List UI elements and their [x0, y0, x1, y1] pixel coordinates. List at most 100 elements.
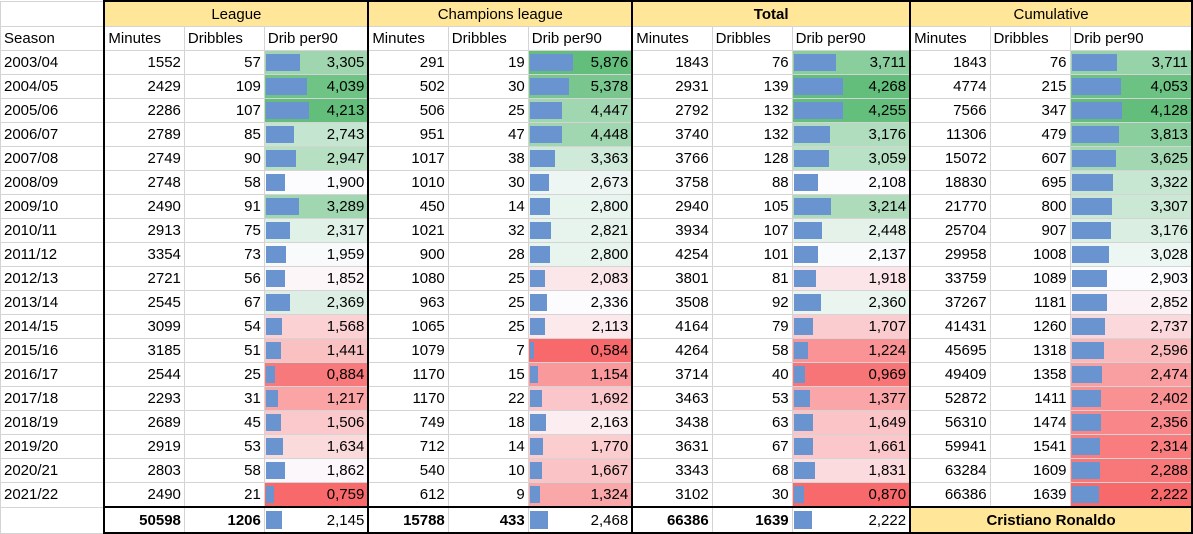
- league-per90-header[interactable]: Drib per90: [263, 26, 370, 51]
- cum-per90-cell[interactable]: 2,222: [1069, 482, 1193, 508]
- cum-minutes-header[interactable]: Minutes: [909, 26, 991, 51]
- cl-per90-header[interactable]: Drib per90: [527, 26, 634, 51]
- cum-dribbles-header[interactable]: Dribbles: [989, 26, 1071, 51]
- cum-minutes-cell[interactable]: 45695: [909, 338, 991, 363]
- league-minutes-cell[interactable]: 2293: [103, 386, 185, 411]
- league-per90-cell[interactable]: 0,884: [263, 362, 370, 387]
- league-dribbles-cell[interactable]: 45: [183, 410, 265, 435]
- total-per90-cell[interactable]: 3,711: [791, 50, 912, 75]
- cum-minutes-cell[interactable]: 63284: [909, 458, 991, 483]
- cum-minutes-cell[interactable]: 15072: [909, 146, 991, 171]
- cl-dribbles-total[interactable]: 433: [447, 506, 529, 534]
- cl-per90-cell[interactable]: 2,336: [527, 290, 634, 315]
- league-minutes-cell[interactable]: 2803: [103, 458, 185, 483]
- cum-per90-cell[interactable]: 3,322: [1069, 170, 1193, 195]
- total-minutes-cell[interactable]: 3508: [631, 290, 713, 315]
- cl-per90-cell[interactable]: 5,378: [527, 74, 634, 99]
- league-dribbles-cell[interactable]: 90: [183, 146, 265, 171]
- league-per90-cell[interactable]: 1,634: [263, 434, 370, 459]
- cl-dribbles-cell[interactable]: 14: [447, 194, 529, 219]
- league-minutes-cell[interactable]: 2544: [103, 362, 185, 387]
- total-minutes-total[interactable]: 66386: [631, 506, 713, 534]
- total-minutes-cell[interactable]: 4254: [631, 242, 713, 267]
- total-minutes-cell[interactable]: 3463: [631, 386, 713, 411]
- cl-minutes-cell[interactable]: 291: [367, 50, 449, 75]
- cl-minutes-cell[interactable]: 1010: [367, 170, 449, 195]
- cum-minutes-cell[interactable]: 25704: [909, 218, 991, 243]
- cum-dribbles-cell[interactable]: 1474: [989, 410, 1071, 435]
- cum-per90-cell[interactable]: 2,737: [1069, 314, 1193, 339]
- cl-per90-cell[interactable]: 2,821: [527, 218, 634, 243]
- total-per90-cell[interactable]: 2,360: [791, 290, 912, 315]
- league-dribbles-total[interactable]: 1206: [183, 506, 265, 534]
- season-cell[interactable]: 2021/22: [0, 482, 105, 508]
- cum-dribbles-cell[interactable]: 1541: [989, 434, 1071, 459]
- cl-dribbles-cell[interactable]: 9: [447, 482, 529, 508]
- cum-per90-cell[interactable]: 3,307: [1069, 194, 1193, 219]
- season-cell[interactable]: 2013/14: [0, 290, 105, 315]
- league-dribbles-cell[interactable]: 109: [183, 74, 265, 99]
- cum-dribbles-cell[interactable]: 1639: [989, 482, 1071, 508]
- total-dribbles-cell[interactable]: 101: [711, 242, 793, 267]
- total-per90-cell[interactable]: 2,108: [791, 170, 912, 195]
- cum-dribbles-cell[interactable]: 1260: [989, 314, 1071, 339]
- total-per90-cell[interactable]: 2,448: [791, 218, 912, 243]
- cum-minutes-cell[interactable]: 59941: [909, 434, 991, 459]
- cum-per90-cell[interactable]: 3,625: [1069, 146, 1193, 171]
- league-dribbles-cell[interactable]: 73: [183, 242, 265, 267]
- cl-per90-cell[interactable]: 2,083: [527, 266, 634, 291]
- total-minutes-cell[interactable]: 3343: [631, 458, 713, 483]
- season-cell[interactable]: 2007/08: [0, 146, 105, 171]
- total-dribbles-cell[interactable]: 58: [711, 338, 793, 363]
- league-dribbles-cell[interactable]: 107: [183, 98, 265, 123]
- league-per90-cell[interactable]: 2,947: [263, 146, 370, 171]
- league-minutes-total[interactable]: 50598: [103, 506, 185, 534]
- cl-per90-cell[interactable]: 3,363: [527, 146, 634, 171]
- total-per90-cell[interactable]: 1,707: [791, 314, 912, 339]
- total-minutes-cell[interactable]: 2931: [631, 74, 713, 99]
- cum-per90-cell[interactable]: 2,356: [1069, 410, 1193, 435]
- cl-minutes-cell[interactable]: 1017: [367, 146, 449, 171]
- total-per90-cell[interactable]: 1,661: [791, 434, 912, 459]
- league-dribbles-cell[interactable]: 57: [183, 50, 265, 75]
- cum-dribbles-cell[interactable]: 76: [989, 50, 1071, 75]
- cl-per90-cell[interactable]: 1,770: [527, 434, 634, 459]
- cl-dribbles-cell[interactable]: 25: [447, 98, 529, 123]
- total-dribbles-cell[interactable]: 79: [711, 314, 793, 339]
- league-minutes-cell[interactable]: 3185: [103, 338, 185, 363]
- total-dribbles-cell[interactable]: 53: [711, 386, 793, 411]
- cl-dribbles-cell[interactable]: 14: [447, 434, 529, 459]
- cl-minutes-cell[interactable]: 1021: [367, 218, 449, 243]
- total-dribbles-cell[interactable]: 132: [711, 122, 793, 147]
- league-minutes-header[interactable]: Minutes: [103, 26, 185, 51]
- league-per90-cell[interactable]: 1,568: [263, 314, 370, 339]
- league-dribbles-cell[interactable]: 25: [183, 362, 265, 387]
- total-dribbles-cell[interactable]: 132: [711, 98, 793, 123]
- total-per90-cell[interactable]: 4,255: [791, 98, 912, 123]
- league-per90-cell[interactable]: 1,900: [263, 170, 370, 195]
- cum-minutes-cell[interactable]: 1843: [909, 50, 991, 75]
- cum-per90-cell[interactable]: 3,711: [1069, 50, 1193, 75]
- total-dribbles-cell[interactable]: 68: [711, 458, 793, 483]
- cum-minutes-cell[interactable]: 52872: [909, 386, 991, 411]
- league-per90-cell[interactable]: 4,039: [263, 74, 370, 99]
- total-per90-cell[interactable]: 1,377: [791, 386, 912, 411]
- total-minutes-cell[interactable]: 3801: [631, 266, 713, 291]
- cl-dribbles-cell[interactable]: 30: [447, 170, 529, 195]
- total-dribbles-cell[interactable]: 128: [711, 146, 793, 171]
- season-cell[interactable]: 2018/19: [0, 410, 105, 435]
- total-dribbles-cell[interactable]: 76: [711, 50, 793, 75]
- total-dribbles-cell[interactable]: 105: [711, 194, 793, 219]
- season-cell[interactable]: 2015/16: [0, 338, 105, 363]
- cum-per90-cell[interactable]: 3,028: [1069, 242, 1193, 267]
- total-minutes-cell[interactable]: 3714: [631, 362, 713, 387]
- cl-minutes-cell[interactable]: 749: [367, 410, 449, 435]
- cum-dribbles-cell[interactable]: 607: [989, 146, 1071, 171]
- total-minutes-cell[interactable]: 1843: [631, 50, 713, 75]
- cum-minutes-cell[interactable]: 11306: [909, 122, 991, 147]
- cum-minutes-cell[interactable]: 29958: [909, 242, 991, 267]
- cl-dribbles-cell[interactable]: 32: [447, 218, 529, 243]
- league-dribbles-header[interactable]: Dribbles: [183, 26, 265, 51]
- cum-dribbles-cell[interactable]: 800: [989, 194, 1071, 219]
- season-cell[interactable]: 2014/15: [0, 314, 105, 339]
